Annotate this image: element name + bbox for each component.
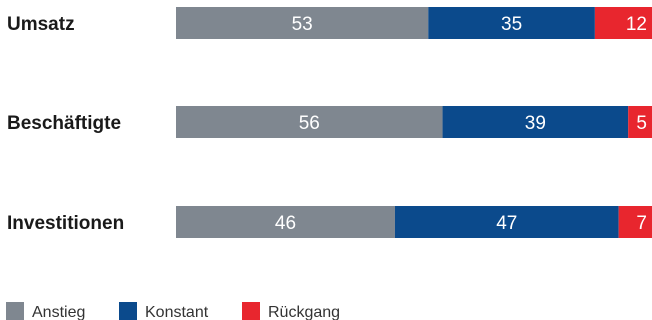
value-label-anstieg-1: 56 <box>299 113 320 134</box>
bar-anstieg-0 <box>176 7 429 39</box>
legend-label-rückgang: Rückgang <box>268 304 340 320</box>
bars-layer: Umsatz 53 35 12 Beschäftigte 56 39 5 Investition… <box>7 7 652 238</box>
bar-rückgang-2 <box>618 206 652 238</box>
bar-anstieg-1 <box>176 106 443 138</box>
legend-label-konstant: Konstant <box>145 304 209 320</box>
bar-rückgang-1 <box>628 106 652 138</box>
category-label-0: Umsatz <box>7 14 75 35</box>
category-label-1: Beschäftigte <box>7 113 121 134</box>
value-label-anstieg-2: 46 <box>275 213 296 234</box>
value-label-anstieg-0: 53 <box>292 14 313 35</box>
value-label-rückgang-2: 7 <box>636 213 647 234</box>
bar-anstieg-2 <box>176 206 395 238</box>
legend-label-anstieg: Anstieg <box>32 304 85 320</box>
bar-rückgang-0 <box>594 7 652 39</box>
value-label-konstant-2: 47 <box>496 213 517 234</box>
legend-swatch-anstieg <box>6 302 24 320</box>
value-label-konstant-0: 35 <box>501 14 522 35</box>
value-label-rückgang-0: 12 <box>626 14 647 35</box>
category-label-2: Investitionen <box>7 213 124 234</box>
value-label-rückgang-1: 5 <box>636 113 647 134</box>
value-label-konstant-1: 39 <box>525 113 546 134</box>
legend-swatch-konstant <box>119 302 137 320</box>
legend-swatch-rückgang <box>242 302 260 320</box>
bar-konstant-0 <box>428 7 595 39</box>
bar-konstant-1 <box>442 106 629 138</box>
legend: Anstieg Konstant Rückgang <box>6 302 340 320</box>
bar-konstant-2 <box>394 206 619 238</box>
